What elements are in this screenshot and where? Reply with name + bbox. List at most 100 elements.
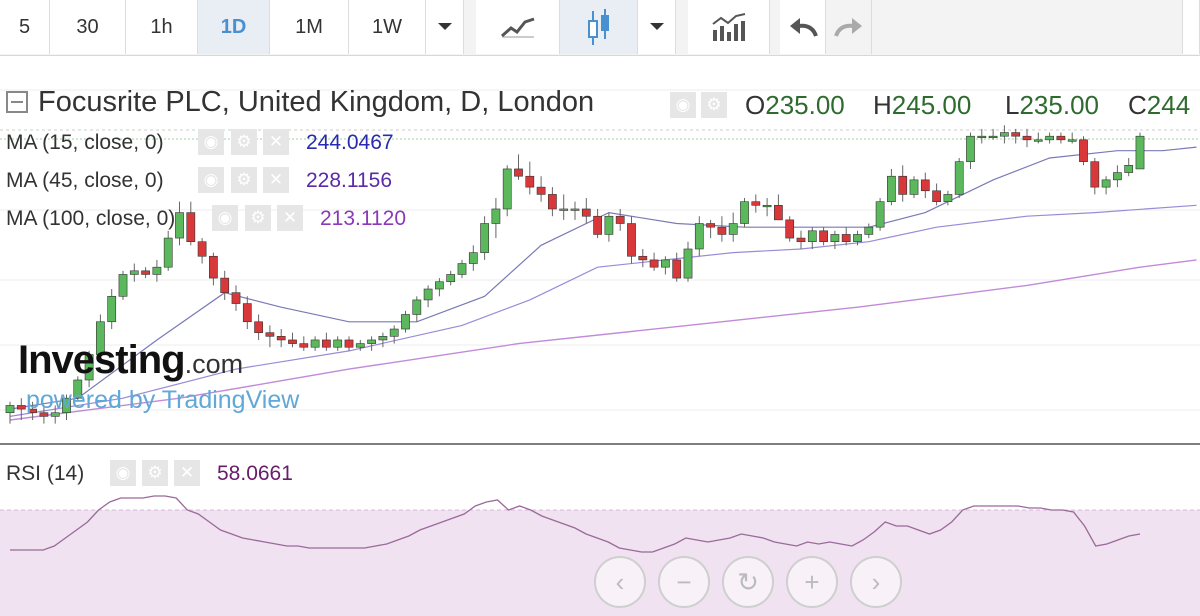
ma15-eye-icon[interactable]: ◉: [198, 129, 224, 155]
reset-button[interactable]: ↻: [722, 556, 774, 608]
zoom-in-button[interactable]: +: [786, 556, 838, 608]
ohlc-high: H245.00: [873, 90, 972, 120]
scroll-right-icon: ›: [871, 566, 881, 597]
candle-up: [389, 328, 399, 337]
candle-up: [1067, 139, 1077, 142]
indicators-icon: [711, 13, 745, 41]
candlestick-chart-button[interactable]: [560, 0, 638, 54]
candle-up: [5, 405, 15, 414]
candle-down: [785, 219, 795, 239]
redo-button[interactable]: [826, 0, 872, 54]
symbol-title: Focusrite PLC, United Kingdom, D, London: [38, 86, 595, 118]
candles-layer: [5, 125, 1145, 424]
candle-down: [141, 270, 150, 275]
toolbar: 5 30 1h 1D 1M 1W: [0, 0, 1200, 56]
candle-up: [355, 343, 365, 348]
interval-label: 1M: [295, 15, 323, 38]
rsi-gear-icon[interactable]: ⚙: [142, 460, 168, 486]
ma15-gear-icon[interactable]: ⚙: [231, 129, 257, 155]
rsi-close-icon[interactable]: ✕: [174, 460, 200, 486]
candle-down: [209, 255, 218, 279]
candle-down: [514, 168, 523, 177]
interval-label: 30: [76, 15, 99, 38]
candle-up: [954, 161, 964, 195]
rsi-eye-icon[interactable]: ◉: [110, 460, 136, 486]
redo-icon: [833, 18, 862, 37]
rsi-label: RSI (14): [6, 462, 85, 485]
interval-label: 1h: [150, 15, 173, 38]
rsi-band: [0, 510, 1200, 616]
candle-down: [898, 175, 908, 195]
candle-up: [943, 194, 953, 202]
interval-label: 1D: [220, 15, 247, 38]
interval-1m-button[interactable]: 1M: [270, 0, 349, 54]
candle-up: [1045, 135, 1054, 141]
interval-1d-button[interactable]: 1D: [198, 0, 270, 54]
candle-up: [62, 397, 71, 414]
line-chart-button[interactable]: [476, 0, 560, 54]
scroll-right-button[interactable]: ›: [850, 556, 902, 608]
ma100-line: [9, 259, 1197, 421]
interval-30-button[interactable]: 30: [50, 0, 126, 54]
candle-up: [310, 339, 320, 348]
zoom-out-button[interactable]: −: [658, 556, 710, 608]
candle-down: [932, 190, 941, 202]
candle-down: [186, 212, 196, 243]
candle-up: [107, 295, 117, 323]
candle-down: [717, 226, 727, 235]
candle-up: [412, 299, 422, 315]
ma15-close-icon[interactable]: ✕: [263, 129, 289, 155]
interval-5-button[interactable]: 5: [0, 0, 50, 54]
candle-down: [548, 194, 557, 210]
candle-up: [378, 336, 388, 341]
line-chart-icon: [500, 17, 534, 38]
chart-legend-title: Focusrite PLC, United Kingdom, D, London: [6, 86, 594, 119]
candle-down: [231, 292, 241, 304]
candle-up: [423, 288, 433, 301]
candle-up: [1101, 179, 1111, 188]
ma100-gear-icon[interactable]: ⚙: [245, 205, 271, 231]
ma100-eye-icon[interactable]: ◉: [212, 205, 238, 231]
scroll-left-button[interactable]: ‹: [594, 556, 646, 608]
ma45-gear-icon[interactable]: ⚙: [231, 167, 257, 193]
candle-down: [1056, 135, 1066, 141]
ma100-close-icon[interactable]: ✕: [277, 205, 303, 231]
interval-1w-button[interactable]: 1W: [349, 0, 426, 54]
ohlc-close: C244: [1128, 90, 1191, 120]
candle-down: [1011, 132, 1021, 137]
collapse-legend-icon[interactable]: [6, 91, 28, 113]
candle-up: [163, 237, 173, 268]
settings-gear-icon[interactable]: ⚙: [701, 92, 727, 118]
candle-up: [1124, 165, 1134, 173]
candle-down: [28, 408, 37, 414]
visibility-eye-icon[interactable]: ◉: [670, 92, 696, 118]
candle-up: [762, 205, 772, 208]
ma15-value: 244.0467: [306, 131, 394, 154]
ma45-eye-icon[interactable]: ◉: [198, 167, 224, 193]
candle-up: [977, 135, 987, 138]
rsi-line: [10, 495, 1141, 553]
candle-up: [694, 223, 704, 250]
candle-up: [333, 339, 343, 348]
reset-icon: ↻: [737, 566, 759, 597]
candle-down: [322, 339, 331, 348]
ma100-value: 213.1120: [320, 207, 407, 230]
indicators-button[interactable]: [688, 0, 770, 54]
interval-dropdown-button[interactable]: [426, 0, 464, 54]
interval-1h-button[interactable]: 1h: [126, 0, 198, 54]
candle-up: [502, 168, 512, 210]
candle-down: [796, 237, 806, 243]
candle-up: [909, 179, 919, 195]
ma45-close-icon[interactable]: ✕: [263, 167, 289, 193]
chart-type-dropdown-button[interactable]: [638, 0, 676, 54]
candle-down: [638, 255, 648, 261]
candle-down: [627, 223, 636, 257]
undo-button[interactable]: [780, 0, 826, 54]
zoom-in-icon: +: [804, 566, 820, 597]
candle-down: [242, 303, 252, 323]
candle-up: [875, 201, 885, 228]
candle-down: [593, 215, 602, 235]
candlestick-icon: [587, 9, 609, 45]
candle-up: [683, 248, 693, 279]
